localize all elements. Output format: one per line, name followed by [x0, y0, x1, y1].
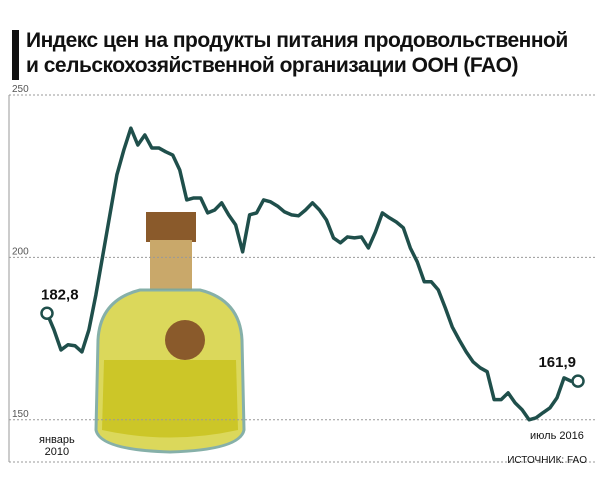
value-label: 161,9 — [538, 354, 576, 371]
source-note: ИСТОЧНИК: FAO — [507, 455, 587, 466]
x-tick-label: январь 2010 — [39, 434, 75, 458]
end-point — [571, 374, 585, 388]
y-tick-label: 150 — [12, 409, 29, 420]
chart-title: Индекс цен на продукты питания продоволь… — [26, 29, 568, 77]
bottle-illustration — [94, 212, 246, 454]
y-tick-label: 250 — [12, 84, 29, 95]
value-label: 182,8 — [41, 286, 79, 303]
y-tick-label: 200 — [12, 246, 29, 257]
end-point — [40, 306, 54, 321]
title-bar — [12, 30, 19, 80]
data-line — [45, 126, 578, 422]
x-tick-label: июль 2016 — [530, 430, 584, 442]
